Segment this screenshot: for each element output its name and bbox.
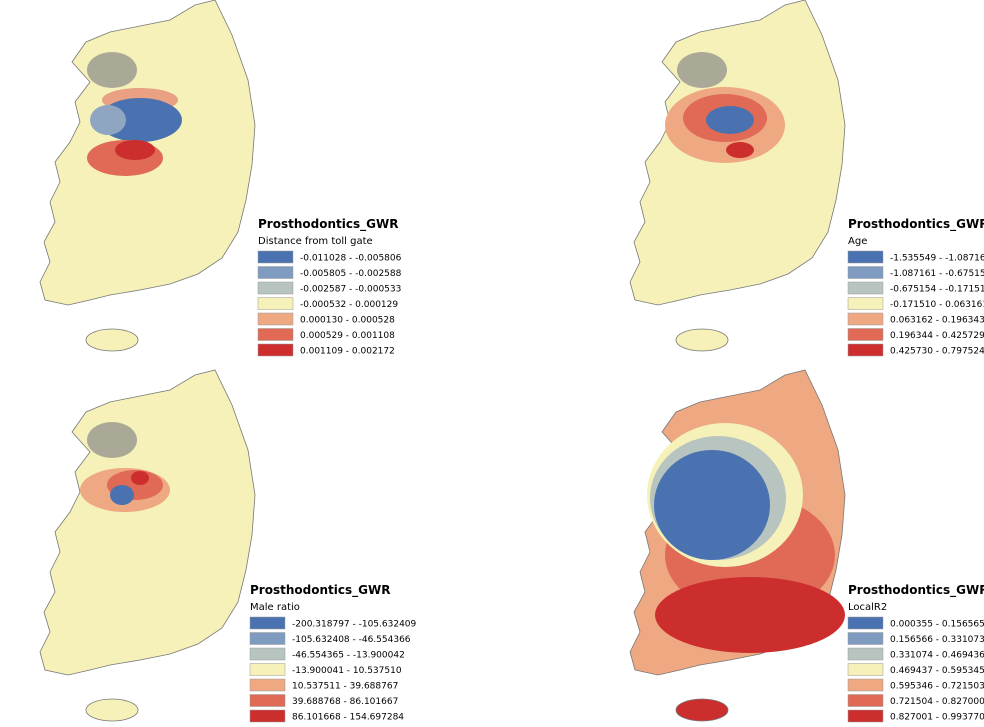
legend-swatch — [249, 709, 286, 723]
legend-swatch — [847, 709, 884, 723]
legend-swatch — [847, 632, 884, 645]
legend-swatch — [847, 281, 884, 295]
legend-swatch — [249, 678, 286, 692]
legend-label: -1.535549 - -1.087162 — [890, 254, 984, 264]
legend-title: Prosthodontics_GWR — [848, 583, 984, 598]
legend-label: 0.721504 - 0.827000 — [890, 697, 984, 707]
legend-swatch — [249, 663, 286, 676]
legend-label: 0.156566 - 0.331073 — [890, 635, 984, 645]
legend-title: Prosthodontics_GWR — [258, 217, 398, 232]
legend-label: -0.002587 - -0.000533 — [300, 285, 401, 295]
legend-subtitle: Age — [848, 236, 867, 247]
legend-swatch — [847, 297, 884, 310]
legend-swatch — [249, 647, 286, 661]
legend-label: 0.001109 - 0.002172 — [300, 347, 395, 357]
legend-label: 0.331074 - 0.469436 — [890, 651, 984, 661]
legend-label: 86.101668 - 154.697284 — [292, 713, 404, 723]
legend-subtitle: LocalR2 — [848, 602, 887, 613]
legend-label: 39.688768 - 86.101667 — [292, 697, 398, 707]
legend-label: 0.063162 - 0.196343 — [890, 316, 984, 326]
legends: Prosthodontics_GWR Distance from toll gat… — [249, 217, 984, 723]
legend-swatch — [257, 343, 294, 357]
legend-label: 0.425730 - 0.797524 — [890, 347, 984, 357]
legend-label: -0.000532 - 0.000129 — [300, 300, 398, 310]
legend-label: -105.632408 - -46.554366 — [292, 635, 411, 645]
legend-label: 0.000355 - 0.156565 — [890, 620, 984, 630]
legend-swatch — [257, 328, 294, 341]
legend-title: Prosthodontics_GWR — [848, 217, 984, 232]
legend-label: -0.011028 - -0.005806 — [300, 254, 402, 264]
map — [629, 0, 846, 352]
legend-swatch — [847, 266, 884, 279]
legend-label: 0.595346 - 0.721503 — [890, 682, 984, 692]
legend-label: -0.005805 - -0.002588 — [300, 269, 402, 279]
legend-swatch — [257, 250, 294, 264]
legend-swatch — [847, 343, 884, 357]
legend-swatch — [847, 663, 884, 676]
legend-title: Prosthodontics_GWR — [250, 583, 390, 598]
legend-swatch — [847, 647, 884, 661]
legend-swatch — [847, 250, 884, 264]
legend-label: -0.171510 - 0.063161 — [890, 300, 984, 310]
map — [629, 369, 846, 722]
legend-label: 0.469437 - 0.595345 — [890, 666, 984, 676]
legend-label: -200.318797 - -105.632409 — [292, 620, 417, 630]
legend-swatch — [847, 312, 884, 326]
legend-label: -0.675154 - -0.171511 — [890, 285, 984, 295]
legend-swatch — [847, 678, 884, 692]
legend-label: 0.827001 - 0.993770 — [890, 713, 984, 723]
map — [39, 369, 256, 722]
legend-swatch — [847, 616, 884, 630]
legend-label: 0.196344 - 0.425729 — [890, 331, 984, 341]
legend-swatch — [847, 328, 884, 341]
legend-swatch — [257, 312, 294, 326]
map — [39, 0, 256, 352]
legend-label: -1.087161 - -0.675155 — [890, 269, 984, 279]
legend-subtitle: Distance from toll gate — [258, 236, 373, 247]
legend-label: 0.000130 - 0.000528 — [300, 316, 395, 326]
legend-swatch — [249, 632, 286, 645]
legend-swatch — [257, 266, 294, 279]
legend-swatch — [847, 694, 884, 707]
legend-swatch — [249, 694, 286, 707]
legend-label: -13.900041 - 10.537510 — [292, 666, 402, 676]
legend-label: 0.000529 - 0.001108 — [300, 331, 395, 341]
legend-label: -46.554365 - -13.900042 — [292, 651, 405, 661]
legend-label: 10.537511 - 39.688767 — [292, 682, 398, 692]
legend-swatch — [249, 616, 286, 630]
legend-swatch — [257, 297, 294, 310]
legend-swatch — [257, 281, 294, 295]
legend-subtitle: Male ratio — [250, 602, 300, 613]
